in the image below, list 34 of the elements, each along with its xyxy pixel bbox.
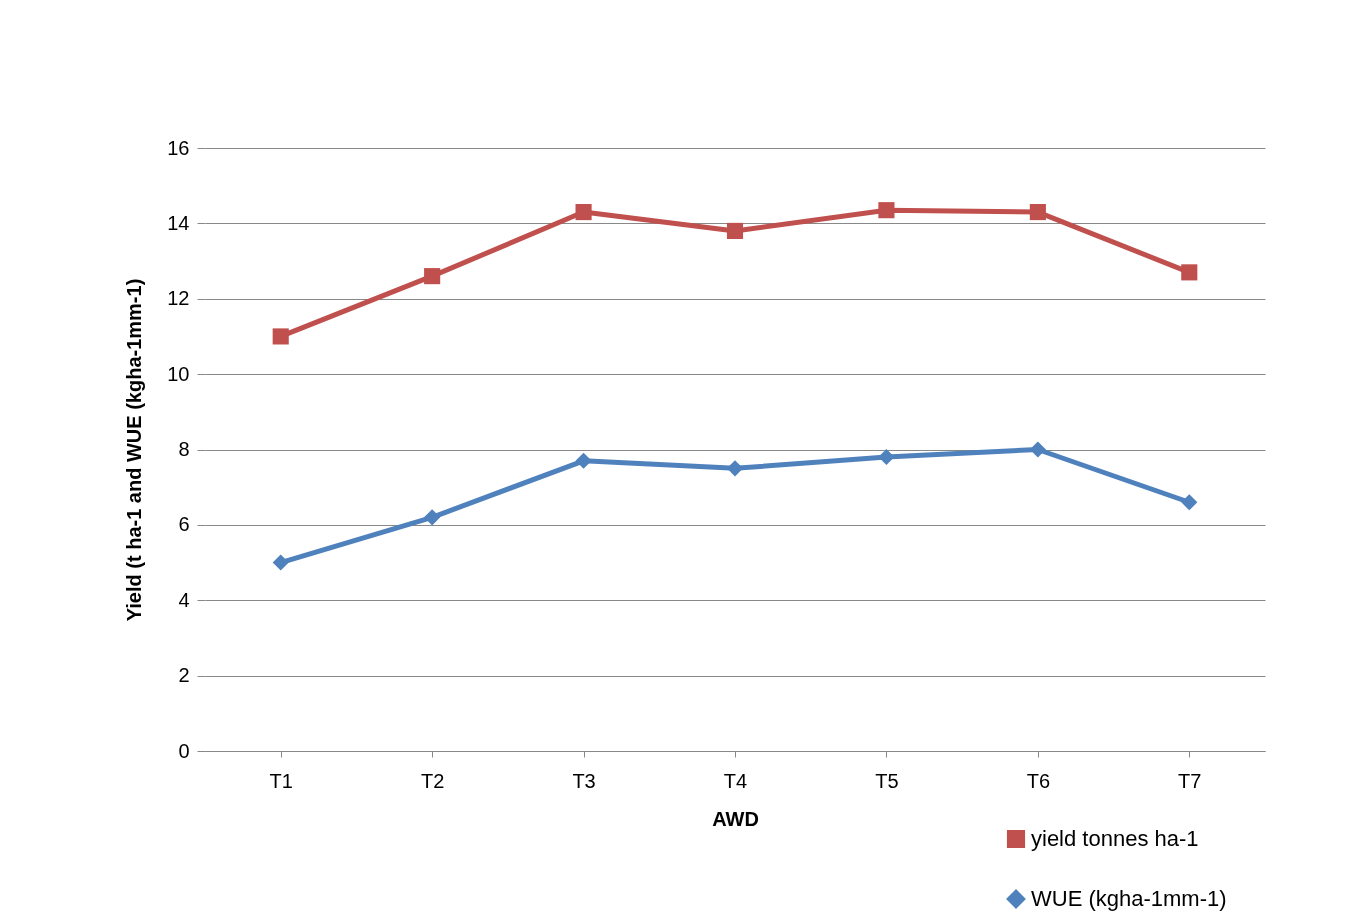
point <box>424 268 441 285</box>
x-tick-label: T3 <box>572 769 596 792</box>
point <box>1029 441 1046 458</box>
x-tick-label: T2 <box>420 769 445 792</box>
y-tick-label: 4 <box>178 588 190 611</box>
x-tick-label: T7 <box>1178 769 1202 792</box>
point <box>878 202 895 219</box>
y-tick-label: 10 <box>167 362 190 385</box>
point <box>1181 264 1198 281</box>
y-tick-label: 6 <box>178 513 190 536</box>
x-tick-label: T6 <box>1026 769 1051 792</box>
y-tick-label: 12 <box>167 287 190 310</box>
point <box>1181 494 1198 511</box>
point <box>575 204 592 221</box>
point <box>726 222 744 239</box>
point <box>878 448 895 466</box>
point <box>726 460 744 477</box>
legend-label: yield tonnes ha-1 <box>1031 826 1199 851</box>
point <box>424 509 441 526</box>
y-axis-title: Yield (t ha-1 and WUE (kgha-1mm-1) <box>123 278 146 622</box>
x-tick-label: T4 <box>723 769 748 792</box>
y-tick-label: 0 <box>178 739 190 762</box>
x-tick-label: T1 <box>269 769 293 792</box>
y-tick-label: 16 <box>167 136 190 159</box>
legend-label: WUE (kgha-1mm-1) <box>1031 886 1227 911</box>
x-axis-title: AWD <box>712 807 759 830</box>
point <box>1029 204 1046 221</box>
x-tick-label: T5 <box>875 769 899 792</box>
point <box>272 328 289 345</box>
y-tick-label: 14 <box>167 211 190 234</box>
y-tick-label: 8 <box>178 438 190 460</box>
y-tick-label: 2 <box>178 664 190 687</box>
point <box>272 554 289 571</box>
point <box>575 452 592 469</box>
